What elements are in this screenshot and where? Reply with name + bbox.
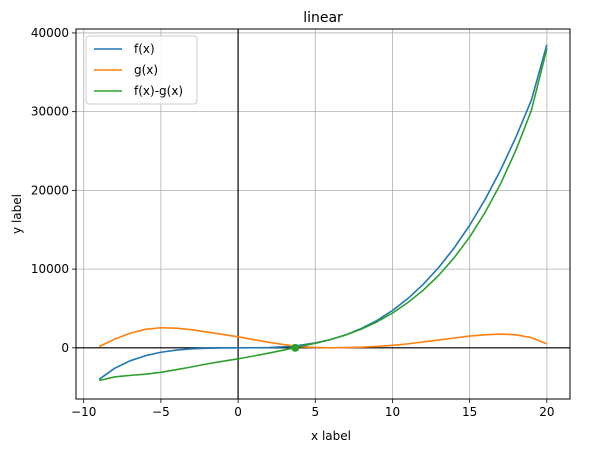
x-tick-label: 15 xyxy=(462,405,477,419)
x-tick-label: 20 xyxy=(539,405,554,419)
y-axis-ticks: 0 10000 20000 30000 40000 xyxy=(31,26,76,355)
legend-label-1: g(x) xyxy=(134,63,158,77)
intersection-marker xyxy=(291,344,299,352)
y-tick-label: 30000 xyxy=(31,105,69,119)
chart-title: linear xyxy=(303,10,343,26)
x-axis-label: x label xyxy=(311,429,351,443)
legend: f(x) g(x) f(x)-g(x) xyxy=(86,36,197,104)
series-line-1 xyxy=(99,328,547,348)
x-tick-label: 10 xyxy=(385,405,400,419)
y-tick-label: 20000 xyxy=(31,183,69,197)
x-axis-ticks: −10 −5 0 5 10 15 20 xyxy=(71,399,554,419)
x-tick-label: 0 xyxy=(234,405,242,419)
y-tick-label: 0 xyxy=(61,341,69,355)
markers-group xyxy=(291,344,299,352)
y-tick-label: 40000 xyxy=(31,26,69,40)
x-tick-label: 5 xyxy=(311,405,319,419)
x-tick-label: −5 xyxy=(152,405,170,419)
legend-label-2: f(x)-g(x) xyxy=(134,84,183,98)
legend-label-0: f(x) xyxy=(134,42,155,56)
y-tick-label: 10000 xyxy=(31,262,69,276)
y-axis-label: y label xyxy=(10,194,24,234)
x-tick-label: −10 xyxy=(71,405,96,419)
